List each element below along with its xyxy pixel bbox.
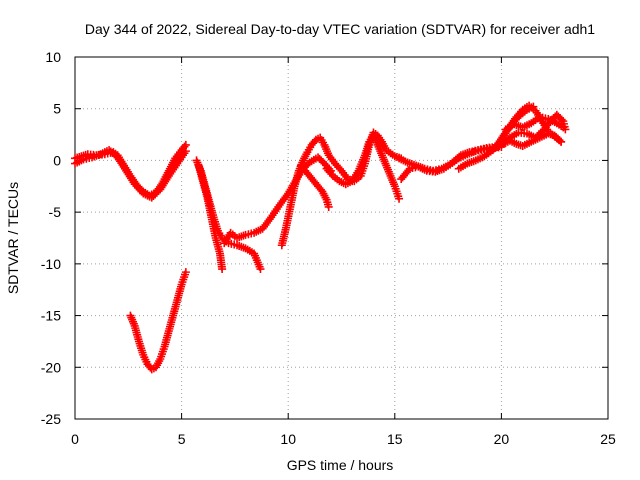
data-point: [557, 137, 566, 146]
chart-title: Day 344 of 2022, Sidereal Day-to-day VTE…: [85, 21, 595, 37]
x-tick-label: 25: [600, 431, 616, 447]
series-arc-6: [322, 130, 404, 203]
x-axis-label: GPS time / hours: [287, 457, 394, 473]
y-tick-label: -25: [41, 411, 61, 427]
y-tick-label: -20: [41, 359, 61, 375]
data-point: [404, 166, 413, 175]
series-arc-4: [220, 153, 335, 248]
series-arc-9c: [501, 112, 568, 134]
data-marks: [71, 101, 570, 374]
data-point: [324, 202, 333, 211]
y-tick-label: -10: [41, 256, 61, 272]
series-arc-3b: [194, 161, 227, 274]
tick-labels: 0 5 10 15 20 25 -25 -20 -15 -10 -5 0 5 10: [41, 49, 616, 447]
data-point: [181, 147, 190, 156]
x-tick-label: 0: [71, 431, 79, 447]
y-tick-label: 0: [53, 152, 61, 168]
x-tick-label: 15: [387, 431, 403, 447]
data-point: [555, 136, 564, 145]
series-arc-1b: [71, 146, 190, 202]
series-arc-8: [454, 102, 538, 173]
x-tick-label: 10: [280, 431, 296, 447]
series-arc-5: [277, 128, 406, 250]
y-tick-label: 10: [45, 49, 61, 65]
data-point: [181, 268, 190, 277]
data-point: [395, 194, 404, 203]
y-tick-label: -15: [41, 308, 61, 324]
x-tick-label: 5: [178, 431, 186, 447]
y-tick-label: 5: [53, 101, 61, 117]
data-point: [327, 170, 336, 179]
series-arc-7b: [397, 142, 500, 184]
series-arc-2: [126, 268, 190, 374]
data-point: [559, 123, 568, 132]
x-tick-label: 20: [494, 431, 510, 447]
grid-lines: [75, 57, 608, 419]
data-point: [256, 265, 265, 274]
plot-frame: [74, 56, 609, 420]
data-point: [218, 265, 227, 274]
y-tick-label: -5: [49, 204, 62, 220]
y-axis-label: SDTVAR / TECUs: [5, 182, 21, 294]
series-arc-5b: [296, 161, 333, 211]
